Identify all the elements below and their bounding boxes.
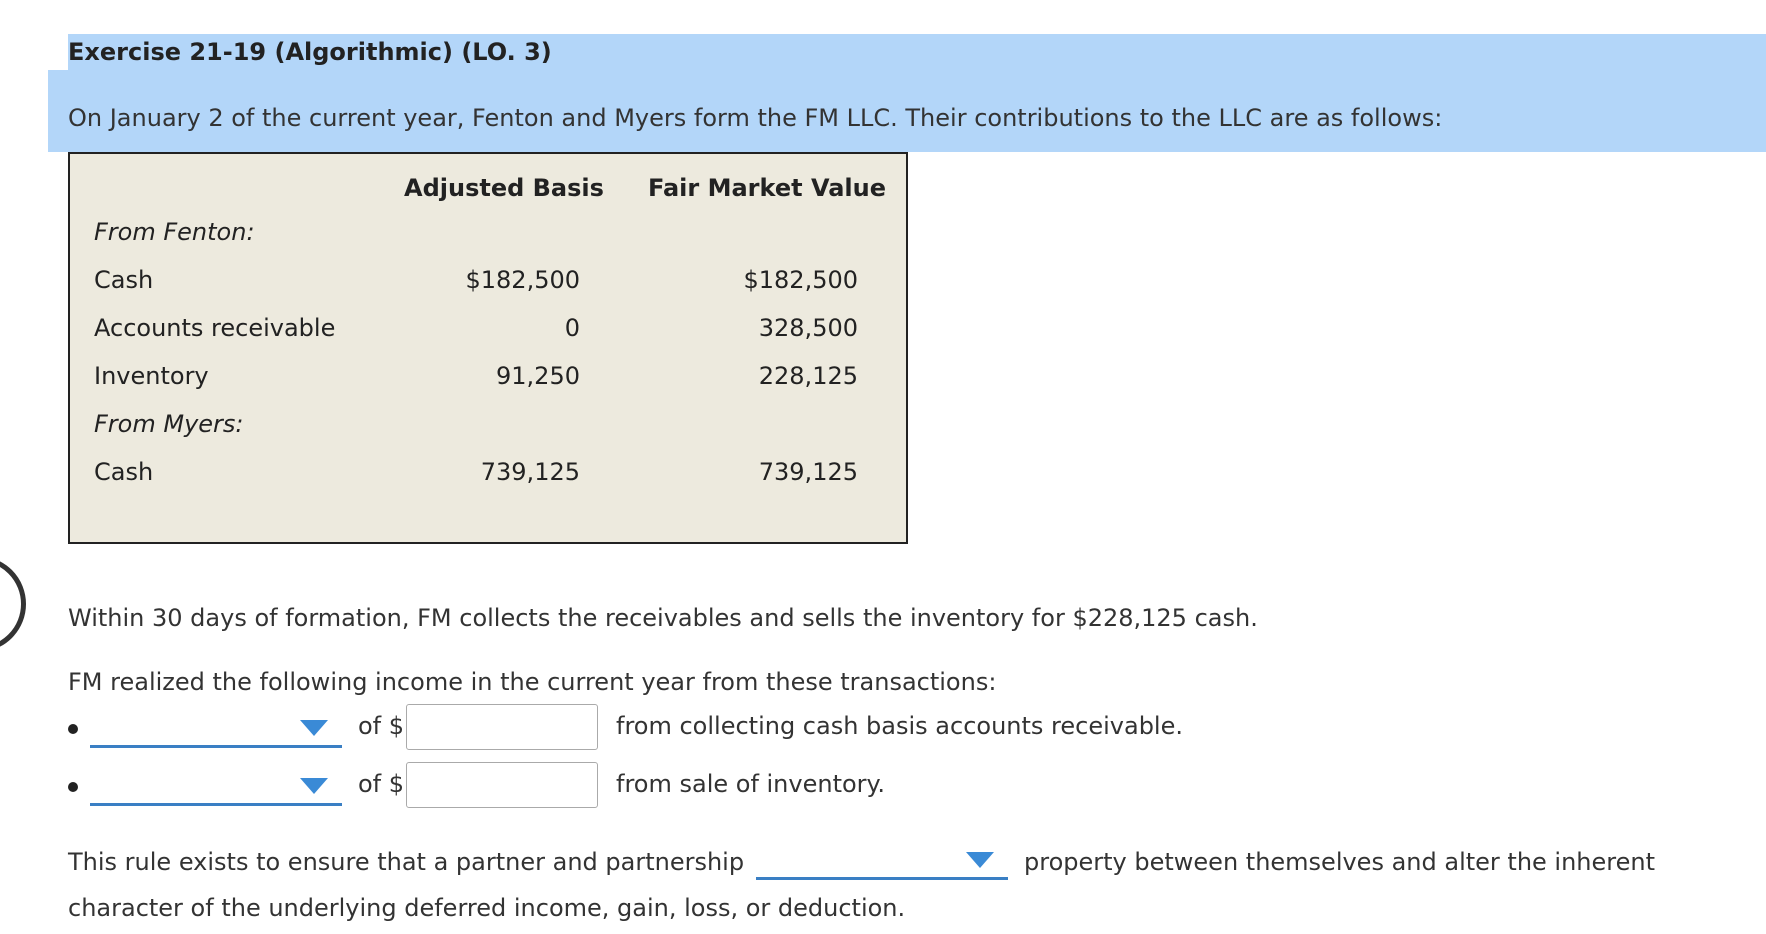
- title-notch: [48, 34, 68, 70]
- exercise-intro: On January 2 of the current year, Fenton…: [68, 104, 1443, 132]
- table-row: Inventory 91,250 228,125: [70, 362, 906, 402]
- answer-row-receivables: of $ from collecting cash basis accounts…: [68, 704, 1268, 750]
- partial-circle-icon: [0, 556, 26, 652]
- row-label: Inventory: [94, 362, 209, 390]
- group-label-fenton: From Fenton:: [94, 218, 255, 246]
- adjusted-basis-value: 91,250: [496, 362, 580, 390]
- adjusted-basis-value: 0: [564, 314, 580, 342]
- receivables-description: from collecting cash basis accounts rece…: [616, 712, 1183, 740]
- fair-market-value: 228,125: [758, 362, 858, 390]
- bullet-icon: [68, 724, 78, 734]
- adjusted-basis-value: $182,500: [465, 266, 580, 294]
- collection-text: Within 30 days of formation, FM collects…: [68, 604, 1258, 632]
- chevron-down-icon[interactable]: [300, 720, 328, 736]
- exercise-header-band: [48, 34, 1766, 152]
- rule-text-before: This rule exists to ensure that a partne…: [68, 848, 745, 876]
- bullet-icon: [68, 782, 78, 792]
- table-row: From Fenton:: [70, 218, 906, 258]
- inventory-description: from sale of inventory.: [616, 770, 885, 798]
- rule-action-dropdown[interactable]: [756, 840, 1008, 880]
- contributions-table: Adjusted Basis Fair Market Value From Fe…: [68, 152, 908, 544]
- row-label: Cash: [94, 458, 154, 486]
- table-row: Accounts receivable 0 328,500: [70, 314, 906, 354]
- table-row: Cash 739,125 739,125: [70, 458, 906, 498]
- adjusted-basis-value: 739,125: [480, 458, 580, 486]
- inventory-amount-input[interactable]: [406, 762, 598, 808]
- group-label-myers: From Myers:: [94, 410, 244, 438]
- fair-market-value: 328,500: [758, 314, 858, 342]
- table-row: Cash $182,500 $182,500: [70, 266, 906, 306]
- rule-text-line2: character of the underlying deferred inc…: [68, 894, 906, 922]
- income-type-dropdown[interactable]: [90, 708, 342, 748]
- column-header-fair-market-value: Fair Market Value: [648, 174, 886, 202]
- row-label: Accounts receivable: [94, 314, 336, 342]
- of-dollar-label: of $: [358, 712, 405, 740]
- exercise-title: Exercise 21-19 (Algorithmic) (LO. 3): [68, 38, 552, 66]
- table-row: From Myers:: [70, 410, 906, 450]
- income-type-dropdown[interactable]: [90, 766, 342, 806]
- row-label: Cash: [94, 266, 154, 294]
- receivables-amount-input[interactable]: [406, 704, 598, 750]
- rule-text-after: property between themselves and alter th…: [1024, 848, 1656, 876]
- fair-market-value: 739,125: [758, 458, 858, 486]
- answer-row-inventory: of $ from sale of inventory.: [68, 762, 1268, 808]
- chevron-down-icon[interactable]: [300, 778, 328, 794]
- of-dollar-label: of $: [358, 770, 405, 798]
- fair-market-value: $182,500: [743, 266, 858, 294]
- column-header-adjusted-basis: Adjusted Basis: [404, 174, 604, 202]
- chevron-down-icon[interactable]: [966, 852, 994, 868]
- income-prompt: FM realized the following income in the …: [68, 668, 997, 696]
